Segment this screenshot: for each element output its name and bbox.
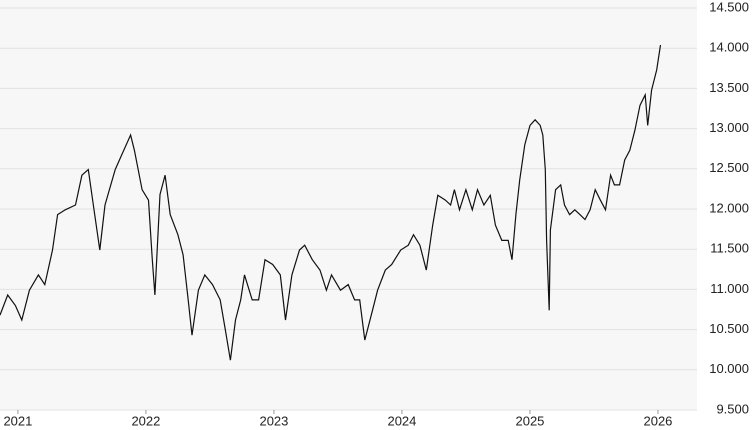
- y-tick-label: 14.000: [709, 40, 749, 55]
- y-tick-label: 11.000: [710, 281, 749, 296]
- x-tick-label: 2022: [131, 413, 160, 428]
- y-tick-label: 10.500: [709, 321, 749, 336]
- y-tick-label: 13.000: [709, 120, 749, 135]
- y-tick-label: 14.500: [709, 0, 749, 14]
- y-tick-label: 10.000: [709, 361, 749, 376]
- y-tick-label: 12.500: [709, 160, 749, 175]
- x-tick-label: 2023: [259, 413, 288, 428]
- x-tick-label: 2021: [3, 413, 32, 428]
- x-tick-label: 2024: [387, 413, 416, 428]
- price-line: [0, 44, 662, 361]
- plot-background: [0, 0, 697, 410]
- y-tick-label: 12.000: [709, 200, 749, 215]
- x-tick-label: 2025: [515, 413, 544, 428]
- y-tick-label: 9.500: [716, 401, 749, 416]
- y-tick-label: 11.500: [710, 241, 749, 256]
- y-tick-label: 13.500: [709, 80, 749, 95]
- x-tick-label: 2026: [643, 413, 672, 428]
